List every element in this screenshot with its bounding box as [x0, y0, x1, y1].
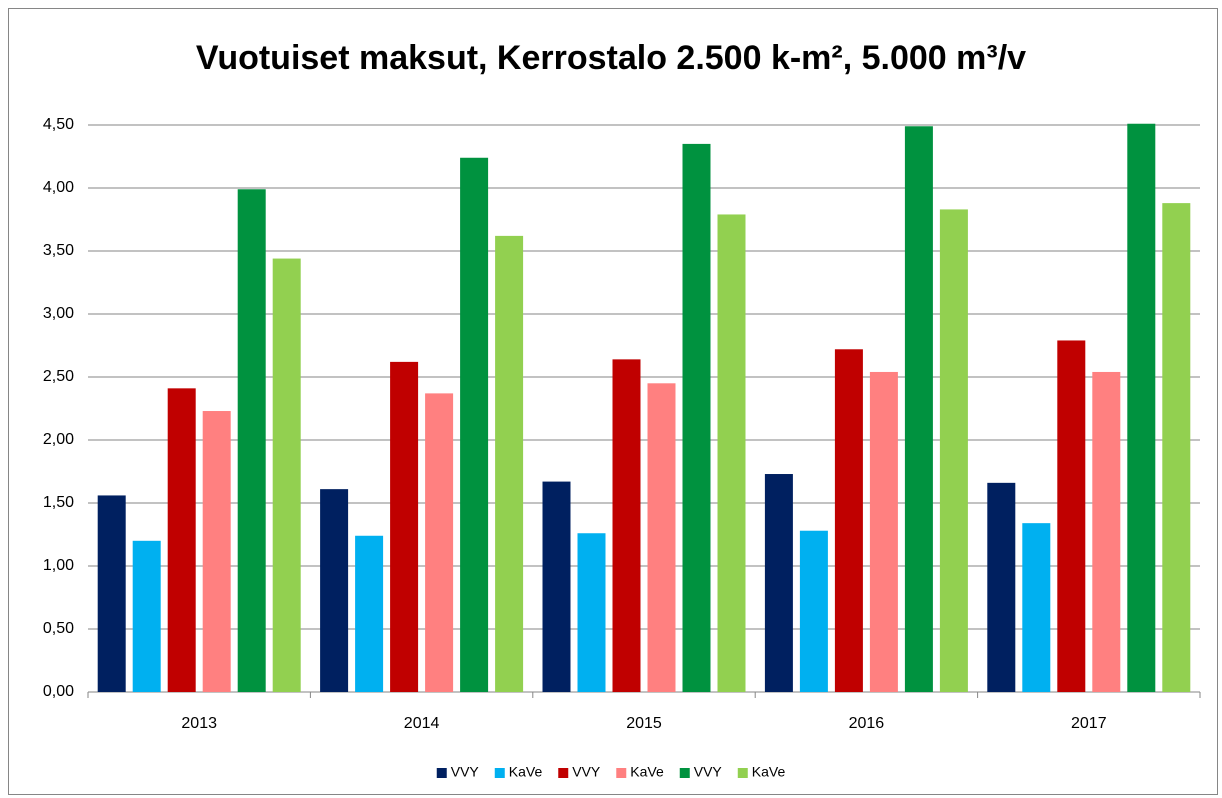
x-tick-label: 2015	[626, 715, 662, 732]
bar	[647, 383, 676, 692]
y-tick-label: 1,50	[43, 494, 74, 511]
bar	[390, 361, 419, 692]
bar	[682, 143, 711, 692]
legend-label: KaVe	[509, 764, 543, 780]
legend-swatch	[436, 768, 447, 778]
bar	[97, 495, 126, 692]
legend-swatch	[737, 768, 748, 778]
bar	[577, 533, 606, 692]
y-tick-label: 3,50	[43, 242, 74, 259]
bar	[460, 157, 489, 692]
legend-label: KaVe	[752, 764, 786, 780]
legend-swatch	[616, 768, 627, 778]
bar	[1127, 123, 1156, 693]
legend-label: KaVe	[630, 764, 664, 780]
bar	[132, 540, 161, 692]
y-tick-label: 0,50	[43, 620, 74, 637]
y-tick-label: 0,00	[43, 683, 74, 700]
y-tick-label: 2,50	[43, 368, 74, 385]
bar	[320, 489, 349, 692]
bar	[764, 474, 793, 692]
legend-label: VVY	[572, 764, 601, 780]
bar	[237, 189, 266, 692]
bar	[272, 258, 301, 692]
legend-swatch	[494, 768, 505, 778]
bar	[799, 530, 828, 692]
bar	[1022, 523, 1051, 692]
bar	[425, 393, 454, 692]
chart-title: Vuotuiset maksut, Kerrostalo 2.500 k-m²,…	[196, 39, 1026, 77]
bar	[717, 214, 746, 692]
y-tick-label: 2,00	[43, 431, 74, 448]
y-tick-label: 1,00	[43, 557, 74, 574]
bar	[834, 349, 863, 692]
bar	[904, 126, 933, 692]
legend-swatch	[679, 768, 690, 778]
bar	[612, 359, 641, 692]
y-tick-label: 4,50	[43, 116, 74, 133]
x-tick-label: 2017	[1071, 715, 1107, 732]
bar	[495, 235, 524, 692]
legend-swatch	[558, 768, 569, 778]
bar	[1057, 340, 1086, 692]
x-tick-label: 2014	[404, 715, 440, 732]
y-tick-label: 3,00	[43, 305, 74, 322]
bar	[987, 482, 1016, 692]
bar	[1162, 203, 1191, 692]
bar	[355, 535, 384, 692]
bar	[167, 388, 196, 692]
y-tick-label: 4,00	[43, 179, 74, 196]
bar	[542, 481, 571, 692]
legend-label: VVY	[451, 764, 480, 780]
legend-label: VVY	[694, 764, 723, 780]
bar	[939, 209, 968, 693]
x-tick-label: 2013	[181, 715, 217, 732]
bar	[1092, 371, 1121, 692]
x-tick-label: 2016	[849, 715, 885, 732]
bar	[869, 371, 898, 692]
bar	[202, 411, 231, 692]
